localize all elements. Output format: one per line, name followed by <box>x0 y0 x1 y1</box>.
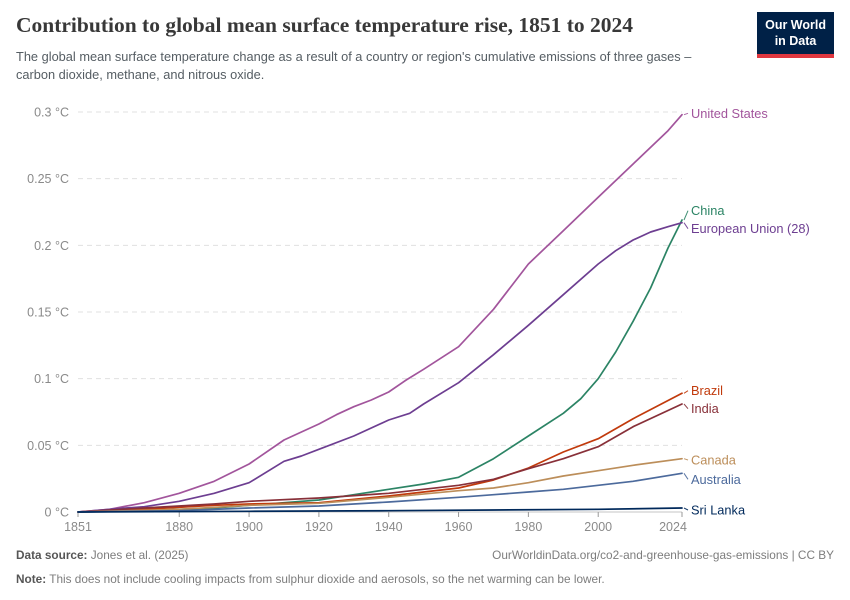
page-title: Contribution to global mean surface temp… <box>16 13 634 37</box>
series-label-connector <box>683 403 689 409</box>
series-label-connector <box>683 507 689 511</box>
series-label-australia[interactable]: Australia <box>691 472 742 487</box>
owid-logo[interactable]: Our World in Data <box>757 12 834 58</box>
series-line-china[interactable] <box>77 219 683 513</box>
series-label-connector <box>683 473 689 480</box>
series-line-india[interactable] <box>77 403 683 513</box>
y-tick-label: 0.2 °C <box>34 239 69 253</box>
series-line-european-union-28[interactable] <box>77 221 683 513</box>
note-label: Note: <box>16 571 47 586</box>
x-tick-label: 1960 <box>445 520 473 534</box>
series-line-canada[interactable] <box>77 457 683 513</box>
series-label-brazil[interactable]: Brazil <box>691 383 723 398</box>
series-label-united-states[interactable]: United States <box>691 106 768 121</box>
data-source: Data source: Jones et al. (2025) <box>16 547 188 564</box>
owid-url-link[interactable]: OurWorldinData.org/co2-and-greenhouse-ga… <box>492 548 834 562</box>
series-label-connector <box>683 210 689 221</box>
y-tick-label: 0.05 °C <box>27 439 69 453</box>
series-line-brazil[interactable] <box>77 392 683 513</box>
owid-logo-line1: Our World <box>765 18 826 32</box>
line-chart: 0 °C 0.05 °C 0.1 °C 0.15 °C 0.2 °C 0.25 °C 0.3… <box>0 94 850 546</box>
chart-note: Note: This does not include cooling impa… <box>16 571 834 588</box>
x-tick-label: 2024 <box>659 520 687 534</box>
series-label-european-union-28[interactable]: European Union (28) <box>691 221 810 236</box>
chart-header: Contribution to global mean surface temp… <box>0 0 850 85</box>
x-tick-label: 1880 <box>165 520 193 534</box>
series-line-united-states[interactable] <box>77 113 683 513</box>
series-label-connector <box>683 458 689 461</box>
series-label-connector <box>683 112 689 116</box>
x-tick-label: 1900 <box>235 520 263 534</box>
series-label-connector <box>683 222 689 229</box>
y-tick-label: 0.25 °C <box>27 172 69 186</box>
chart-subtitle: The global mean surface temperature chan… <box>16 48 692 83</box>
y-tick-label: 0 °C <box>45 506 69 520</box>
chart-footer: Data source: Jones et al. (2025) OurWorl… <box>0 547 850 587</box>
x-tick-label: 1851 <box>64 520 92 534</box>
y-tick-label: 0.3 °C <box>34 106 69 120</box>
series-label-sri-lanka[interactable]: Sri Lanka <box>691 503 746 518</box>
chart-svg: 0 °C 0.05 °C 0.1 °C 0.15 °C 0.2 °C 0.25 °C 0.3… <box>27 106 810 535</box>
series-line-australia[interactable] <box>77 472 683 513</box>
x-tick-label: 1940 <box>375 520 403 534</box>
series-label-india[interactable]: India <box>691 401 720 416</box>
series-label-connector <box>683 390 689 394</box>
x-tick-label: 2000 <box>584 520 612 534</box>
owid-logo-line2: in Data <box>774 34 817 49</box>
note-value: This does not include cooling impacts fr… <box>49 571 605 586</box>
x-tick-label: 1980 <box>514 520 542 534</box>
x-tick-label: 1920 <box>305 520 333 534</box>
data-source-label: Data source: <box>16 548 88 562</box>
series-line-sri-lanka[interactable] <box>77 507 683 513</box>
series-label-canada[interactable]: Canada <box>691 453 737 468</box>
series-label-china[interactable]: China <box>691 203 725 218</box>
y-tick-label: 0.15 °C <box>27 306 69 320</box>
y-tick-label: 0.1 °C <box>34 372 69 386</box>
data-source-value: Jones et al. (2025) <box>90 548 189 562</box>
